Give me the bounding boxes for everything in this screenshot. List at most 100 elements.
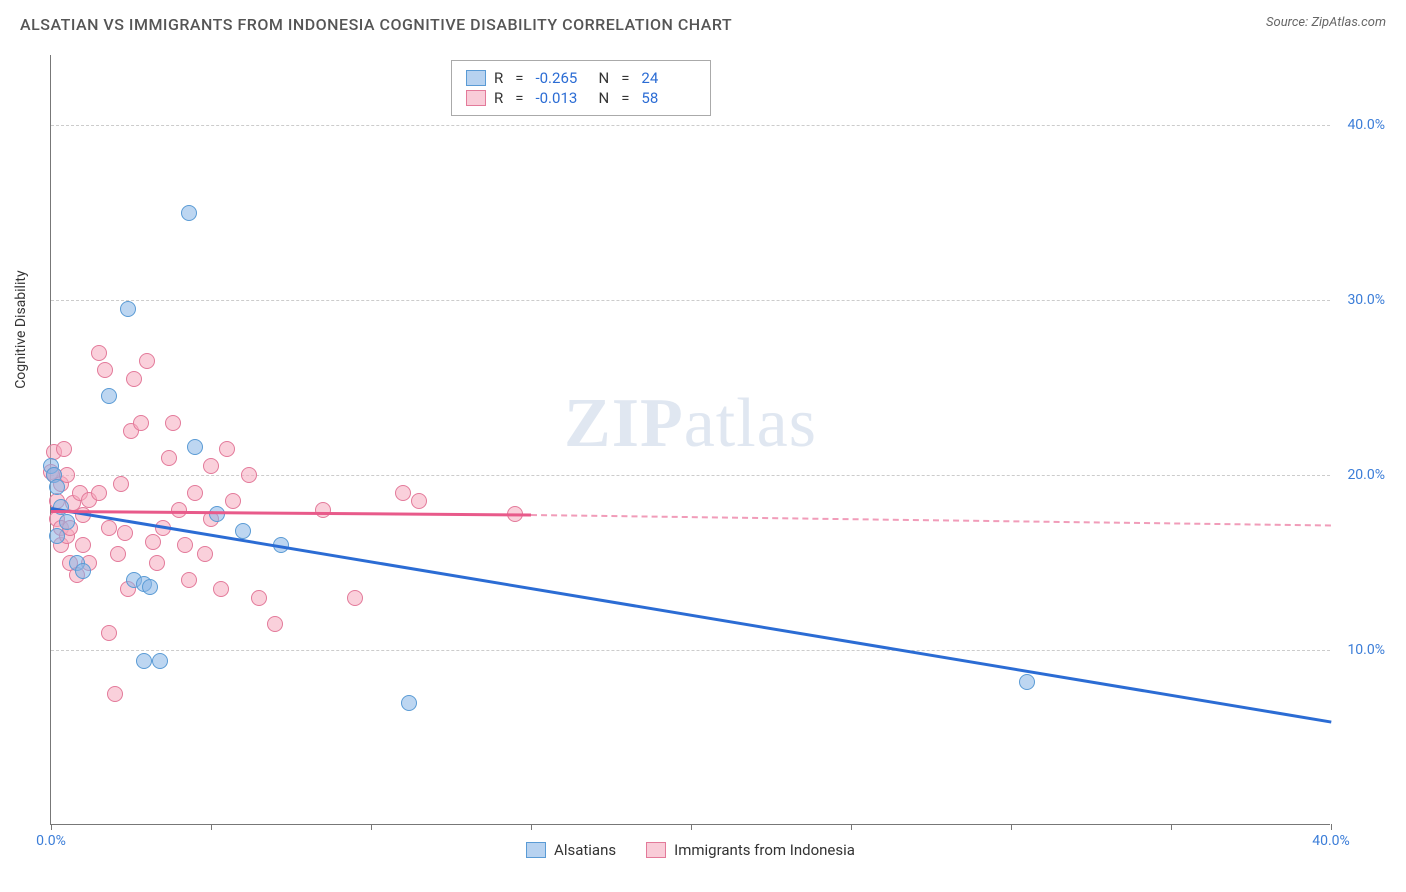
- scatter-point-alsatians: [101, 388, 117, 404]
- y-axis-label: Cognitive Disability: [13, 270, 29, 388]
- gridline-h: [51, 650, 1330, 651]
- trend-line-alsatians: [51, 507, 1331, 723]
- scatter-point-indonesia: [225, 493, 241, 509]
- scatter-point-indonesia: [97, 362, 113, 378]
- scatter-point-indonesia: [411, 493, 427, 509]
- stat-n-alsatians: 24: [641, 69, 696, 87]
- scatter-point-indonesia: [126, 371, 142, 387]
- legend-stats-row-indonesia: R = -0.013 N = 58: [466, 89, 696, 107]
- stat-eq: =: [621, 69, 629, 87]
- scatter-point-indonesia: [145, 534, 161, 550]
- watermark: ZIPatlas: [564, 384, 817, 464]
- source-name: ZipAtlas.com: [1311, 15, 1386, 30]
- scatter-point-indonesia: [197, 546, 213, 562]
- legend-series: Alsatians Immigrants from Indonesia: [51, 841, 1330, 859]
- x-tick: [211, 824, 212, 830]
- scatter-point-alsatians: [152, 653, 168, 669]
- chart-header: ALSATIAN VS IMMIGRANTS FROM INDONESIA CO…: [0, 0, 1406, 39]
- gridline-h: [51, 125, 1330, 126]
- trend-line-indonesia: [51, 510, 531, 516]
- x-tick: [691, 824, 692, 830]
- swatch-alsatians-icon: [526, 842, 546, 858]
- x-tick: [51, 824, 52, 830]
- scatter-point-indonesia: [75, 537, 91, 553]
- stat-r-label: R: [494, 69, 503, 87]
- legend-item-alsatians: Alsatians: [526, 841, 616, 859]
- source-prefix: Source:: [1266, 15, 1311, 30]
- scatter-point-indonesia: [241, 467, 257, 483]
- scatter-point-alsatians: [142, 579, 158, 595]
- swatch-indonesia-icon: [466, 90, 486, 106]
- scatter-point-indonesia: [267, 616, 283, 632]
- scatter-point-alsatians: [401, 695, 417, 711]
- y-tick-label: 30.0%: [1347, 292, 1385, 308]
- stat-n-label: N: [598, 89, 609, 107]
- scatter-point-indonesia: [395, 485, 411, 501]
- x-tick: [371, 824, 372, 830]
- scatter-point-indonesia: [91, 485, 107, 501]
- chart-container: Cognitive Disability ZIPatlas R = -0.265…: [50, 55, 1390, 825]
- scatter-point-alsatians: [120, 301, 136, 317]
- legend-stats-row-alsatians: R = -0.265 N = 24: [466, 69, 696, 87]
- gridline-h: [51, 300, 1330, 301]
- scatter-point-alsatians: [235, 523, 251, 539]
- scatter-point-indonesia: [203, 458, 219, 474]
- legend-label-indonesia: Immigrants from Indonesia: [674, 841, 855, 859]
- watermark-atlas: atlas: [684, 385, 817, 462]
- legend-item-indonesia: Immigrants from Indonesia: [646, 841, 855, 859]
- y-tick-label: 40.0%: [1347, 117, 1385, 133]
- x-tick: [1011, 824, 1012, 830]
- scatter-point-indonesia: [347, 590, 363, 606]
- x-tick: [1331, 824, 1332, 830]
- stat-n-indonesia: 58: [641, 89, 696, 107]
- scatter-point-indonesia: [117, 525, 133, 541]
- scatter-point-indonesia: [139, 353, 155, 369]
- scatter-point-indonesia: [165, 415, 181, 431]
- scatter-point-alsatians: [49, 479, 65, 495]
- stat-eq: =: [515, 89, 523, 107]
- source-credit: Source: ZipAtlas.com: [1266, 15, 1386, 30]
- scatter-point-indonesia: [187, 485, 203, 501]
- scatter-point-alsatians: [59, 514, 75, 530]
- watermark-zip: ZIP: [564, 385, 684, 462]
- scatter-point-indonesia: [110, 546, 126, 562]
- chart-title: ALSATIAN VS IMMIGRANTS FROM INDONESIA CO…: [20, 15, 732, 34]
- plot-area: Cognitive Disability ZIPatlas R = -0.265…: [50, 55, 1330, 825]
- scatter-point-indonesia: [213, 581, 229, 597]
- scatter-point-indonesia: [219, 441, 235, 457]
- scatter-point-indonesia: [91, 345, 107, 361]
- scatter-point-indonesia: [133, 415, 149, 431]
- legend-label-alsatians: Alsatians: [554, 841, 616, 859]
- x-tick-label: 0.0%: [36, 833, 66, 849]
- scatter-point-indonesia: [161, 450, 177, 466]
- stat-r-indonesia: -0.013: [535, 89, 590, 107]
- stat-n-label: N: [598, 69, 609, 87]
- scatter-point-indonesia: [315, 502, 331, 518]
- swatch-indonesia-icon: [646, 842, 666, 858]
- scatter-point-alsatians: [136, 653, 152, 669]
- scatter-point-indonesia: [177, 537, 193, 553]
- scatter-point-alsatians: [75, 563, 91, 579]
- scatter-point-indonesia: [56, 441, 72, 457]
- swatch-alsatians-icon: [466, 70, 486, 86]
- scatter-point-alsatians: [1019, 674, 1035, 690]
- y-tick-label: 10.0%: [1347, 642, 1385, 658]
- scatter-point-alsatians: [49, 528, 65, 544]
- stat-eq: =: [515, 69, 523, 87]
- x-tick: [1171, 824, 1172, 830]
- scatter-point-indonesia: [107, 686, 123, 702]
- y-tick-label: 20.0%: [1347, 467, 1385, 483]
- stat-eq: =: [621, 89, 629, 107]
- stat-r-alsatians: -0.265: [535, 69, 590, 87]
- scatter-point-indonesia: [101, 625, 117, 641]
- scatter-point-alsatians: [187, 439, 203, 455]
- trend-line-indonesia-extrapolated: [531, 514, 1331, 526]
- x-tick: [851, 824, 852, 830]
- scatter-point-indonesia: [101, 520, 117, 536]
- scatter-point-indonesia: [181, 572, 197, 588]
- scatter-point-alsatians: [181, 205, 197, 221]
- x-tick: [531, 824, 532, 830]
- stat-r-label: R: [494, 89, 503, 107]
- scatter-point-indonesia: [251, 590, 267, 606]
- legend-stats-box: R = -0.265 N = 24 R = -0.013 N = 58: [451, 60, 711, 116]
